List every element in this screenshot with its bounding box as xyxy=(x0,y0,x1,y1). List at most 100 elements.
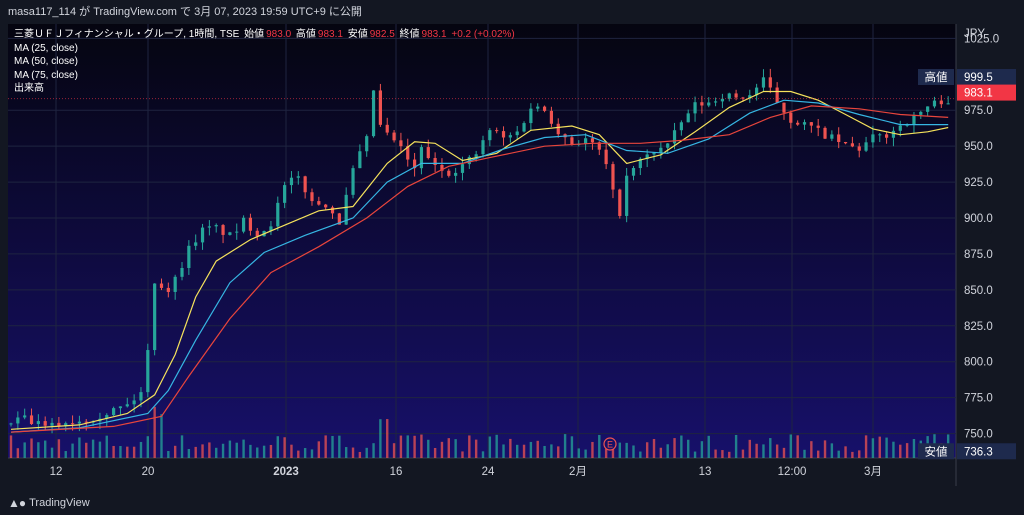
volume-bar xyxy=(639,451,642,458)
candle-body xyxy=(570,137,574,145)
candle-body xyxy=(105,415,109,419)
candle-body xyxy=(707,102,711,106)
chart-frame[interactable]: 1025.0 999.5 975.0 950.0 925.0 900.0 875.0 850.… xyxy=(8,24,1016,486)
candle-body xyxy=(221,225,225,235)
volume-bar xyxy=(509,438,512,458)
volume-bar xyxy=(762,444,765,458)
volume-bar xyxy=(604,448,608,458)
volume-bar xyxy=(536,440,539,458)
candle-body xyxy=(843,141,848,144)
candle-body xyxy=(850,143,854,147)
volume-bar xyxy=(652,438,656,458)
candle-body xyxy=(77,421,82,424)
y-tick-label: 875.0 xyxy=(964,249,993,261)
legend-ma25[interactable]: MA (25, close) xyxy=(14,42,78,54)
legend-open-label: 始値 xyxy=(244,29,265,40)
volume-bar xyxy=(468,435,471,458)
volume-bar xyxy=(344,447,348,458)
candle-body xyxy=(180,267,184,277)
candle-body xyxy=(529,108,533,124)
candle-body xyxy=(495,130,499,132)
volume-bar xyxy=(680,435,683,458)
volume-bar xyxy=(543,445,546,458)
volume-bar xyxy=(714,449,717,458)
candle-body xyxy=(447,170,451,176)
currency-label: JPY xyxy=(964,28,985,40)
chart-legend: 三菱ＵＦＪフィナンシャル・グループ, 1時間, TSE 始値 983.0 高値 98… xyxy=(14,28,517,96)
volume-bar xyxy=(584,449,587,458)
volume-bar xyxy=(187,449,191,458)
volume-bar xyxy=(632,445,635,458)
high-tag-label: 高値 xyxy=(925,70,948,84)
candle-body xyxy=(946,103,950,105)
candle-body xyxy=(419,147,424,169)
candle-body xyxy=(755,87,759,96)
price-chart[interactable]: 1025.0 999.5 975.0 950.0 925.0 900.0 875.0 850.… xyxy=(8,24,1016,486)
candle-body xyxy=(652,152,656,155)
candle-body xyxy=(481,140,485,155)
volume-bar xyxy=(290,444,293,458)
volume-bar xyxy=(44,440,47,458)
volume-bar xyxy=(577,448,580,458)
candle-body xyxy=(474,154,478,157)
candle-body xyxy=(584,138,588,144)
volume-bar xyxy=(796,435,799,458)
candle-body xyxy=(365,136,369,152)
legend-volume[interactable]: 出来高 xyxy=(14,83,44,94)
candle-body xyxy=(344,194,348,225)
volume-bar xyxy=(721,450,724,458)
candle-body xyxy=(618,189,622,216)
volume-bar xyxy=(85,442,88,458)
volume-bar xyxy=(160,414,163,458)
y-tick-label: 900.0 xyxy=(964,213,993,225)
volume-bar xyxy=(522,444,526,458)
candle-body xyxy=(132,400,136,405)
candle-body xyxy=(638,158,642,169)
volume-bar xyxy=(810,441,813,458)
candle-body xyxy=(255,230,259,237)
y-tick-label: 750.0 xyxy=(964,429,993,441)
legend-ma50[interactable]: MA (50, close) xyxy=(14,56,78,67)
volume-bar xyxy=(447,438,450,458)
volume-bar xyxy=(386,419,389,458)
volume-bar xyxy=(454,439,457,458)
y-tick-label: 975.0 xyxy=(964,105,993,117)
candle-body xyxy=(748,95,752,99)
volume-bar xyxy=(591,441,594,458)
event-marker-label: E xyxy=(607,440,613,450)
candle-body xyxy=(782,102,786,113)
volume-bar xyxy=(57,439,61,458)
candle-body xyxy=(796,122,800,125)
low-tag-value-bg xyxy=(957,443,1016,460)
candle-body xyxy=(29,415,34,425)
volume-bar xyxy=(269,444,273,458)
candle-body xyxy=(919,111,923,115)
candle-body xyxy=(932,100,937,107)
candle-body xyxy=(283,185,287,203)
candle-body xyxy=(112,408,116,416)
volume-bar xyxy=(734,434,738,458)
y-tick-label: 1025.0 xyxy=(964,33,999,45)
volume-bar xyxy=(379,419,382,458)
legend-ma75[interactable]: MA (75, close) xyxy=(14,69,78,81)
candle-body xyxy=(454,172,458,176)
volume-bar xyxy=(755,443,758,458)
x-tick-label: 24 xyxy=(482,466,495,478)
volume-bar xyxy=(78,437,81,458)
tradingview-logo[interactable]: ▲● TradingView xyxy=(8,496,90,510)
y-tick-label: 775.0 xyxy=(964,393,993,405)
volume-bar xyxy=(728,451,731,458)
volume-bar xyxy=(71,443,74,458)
volume-bar xyxy=(775,444,779,458)
candle-body xyxy=(43,421,47,426)
high-tag-value: 999.5 xyxy=(964,72,993,84)
x-tick-label: 2月 xyxy=(569,466,587,478)
y-tick-label: 850.0 xyxy=(964,285,993,297)
candle-body xyxy=(70,423,75,425)
candle-body xyxy=(118,406,123,409)
ma-line-2 xyxy=(10,99,949,433)
tradingview-brand: TradingView xyxy=(29,497,90,509)
candle-body xyxy=(898,125,902,131)
candle-body xyxy=(276,202,280,227)
candle-body xyxy=(666,143,670,148)
